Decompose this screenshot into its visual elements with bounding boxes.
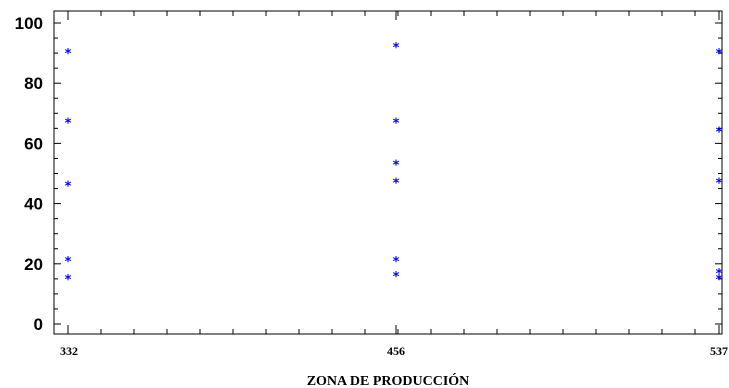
x-tick-label: 537 xyxy=(710,344,728,358)
data-points: **************** xyxy=(65,41,723,288)
x-axis: 332 456 537 xyxy=(60,11,728,358)
data-point: * xyxy=(716,267,723,282)
y-tick-label: 20 xyxy=(24,255,43,274)
x-tick-label: 456 xyxy=(387,344,405,358)
x-axis-title: ZONA DE PRODUCCIÓN xyxy=(307,372,470,388)
data-point: * xyxy=(65,273,72,288)
data-point: * xyxy=(393,158,400,173)
plot-frame xyxy=(53,10,723,335)
data-point: * xyxy=(65,47,72,62)
data-point: * xyxy=(393,177,400,192)
data-point: * xyxy=(65,255,72,270)
data-point: * xyxy=(65,116,72,131)
data-point: * xyxy=(393,116,400,131)
y-tick-label: 40 xyxy=(24,195,43,214)
data-point: * xyxy=(393,255,400,270)
data-point: * xyxy=(716,125,723,140)
data-point: * xyxy=(65,180,72,195)
y-tick-label: 0 xyxy=(34,315,43,334)
y-tick-label: 100 xyxy=(15,14,43,33)
y-tick-label: 80 xyxy=(24,74,43,93)
data-point: * xyxy=(393,270,400,285)
data-point: * xyxy=(716,177,723,192)
x-tick-label: 332 xyxy=(60,344,78,358)
y-axis: 0 20 40 60 80 100 xyxy=(15,14,722,334)
data-point: * xyxy=(716,273,723,288)
y-tick-label: 60 xyxy=(24,134,43,153)
data-point: * xyxy=(393,41,400,56)
data-point: * xyxy=(716,47,723,62)
